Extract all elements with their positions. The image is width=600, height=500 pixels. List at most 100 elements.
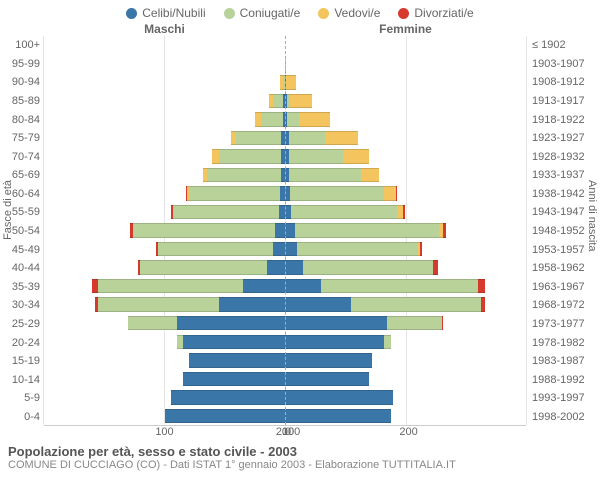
segment-vedovi: [325, 131, 359, 145]
segment-vedovi: [290, 94, 312, 108]
age-label: 10-14: [0, 370, 40, 389]
segment-celibi: [285, 409, 391, 423]
bar-row-male: [44, 203, 285, 222]
birth-label: 1923-1927: [532, 129, 600, 148]
birth-label: 1973-1977: [532, 315, 600, 334]
legend-item-vedovi: Vedovi/e: [318, 6, 380, 20]
segment-coniugati: [273, 94, 283, 108]
age-label: 75-79: [0, 129, 40, 148]
male-half: [44, 36, 285, 425]
birth-label: 1998-2002: [532, 408, 600, 427]
birth-label: 1918-1922: [532, 110, 600, 129]
segment-celibi: [285, 279, 321, 293]
bar-row-male: [44, 55, 285, 74]
female-half: [285, 36, 526, 425]
segment-coniugati: [351, 297, 481, 311]
segment-celibi: [171, 390, 285, 404]
age-label: 80-84: [0, 110, 40, 129]
birth-label: ≤ 1902: [532, 36, 600, 55]
segment-coniugati: [387, 316, 441, 330]
age-label: 30-34: [0, 296, 40, 315]
segment-celibi: [285, 353, 372, 367]
legend-item-divorziati: Divorziati/e: [398, 6, 473, 20]
bar-row-female: [285, 258, 526, 277]
segment-coniugati: [98, 297, 219, 311]
bar-row-male: [44, 166, 285, 185]
y-axis-right-title: Anni di nascita: [586, 180, 598, 252]
segment-vedovi: [299, 112, 329, 126]
caption-title: Popolazione per età, sesso e stato civil…: [8, 444, 592, 459]
birth-label: 1908-1912: [532, 73, 600, 92]
column-headers: Maschi Femmine: [0, 22, 600, 36]
age-label: 20-24: [0, 333, 40, 352]
bar-row-male: [44, 147, 285, 166]
age-label: 45-49: [0, 240, 40, 259]
legend-label: Coniugati/e: [240, 6, 301, 20]
legend-label: Divorziati/e: [414, 6, 473, 20]
divorziati-swatch: [398, 8, 409, 19]
bar-row-male: [44, 221, 285, 240]
legend-item-coniugati: Coniugati/e: [224, 6, 301, 20]
birth-label: 1978-1982: [532, 333, 600, 352]
birth-label: 1968-1972: [532, 296, 600, 315]
bar-row-female: [285, 407, 526, 426]
bar-row-male: [44, 184, 285, 203]
x-tick: 200: [409, 426, 526, 438]
x-tick: 100: [44, 426, 165, 438]
center-line: [285, 36, 286, 425]
bar-row-male: [44, 129, 285, 148]
bar-row-female: [285, 277, 526, 296]
age-label: 40-44: [0, 259, 40, 278]
birth-label: 1913-1917: [532, 92, 600, 111]
segment-divorziati: [420, 242, 422, 256]
segment-coniugati: [173, 205, 279, 219]
bar-row-female: [285, 240, 526, 259]
segment-coniugati: [384, 335, 391, 349]
bar-row-male: [44, 295, 285, 314]
segment-divorziati: [443, 223, 447, 237]
celibi-swatch: [126, 8, 137, 19]
gridline: [526, 36, 527, 425]
segment-celibi: [285, 260, 303, 274]
legend-label: Vedovi/e: [334, 6, 380, 20]
x-tick: 100: [291, 426, 408, 438]
bar-row-female: [285, 147, 526, 166]
y-axis-left-title: Fasce di età: [2, 180, 14, 240]
header-female: Femmine: [285, 22, 526, 36]
segment-coniugati: [290, 186, 384, 200]
birth-label: 1988-1992: [532, 370, 600, 389]
segment-vedovi: [212, 149, 219, 163]
segment-divorziati: [403, 205, 405, 219]
segment-celibi: [275, 223, 285, 237]
segment-celibi: [285, 297, 351, 311]
segment-coniugati: [289, 131, 325, 145]
age-label: 15-19: [0, 352, 40, 371]
segment-divorziati: [396, 186, 397, 200]
segment-celibi: [285, 335, 384, 349]
segment-coniugati: [297, 242, 418, 256]
bar-row-male: [44, 36, 285, 55]
segment-coniugati: [140, 260, 267, 274]
segment-coniugati: [219, 149, 282, 163]
bar-row-male: [44, 73, 285, 92]
bar-row-male: [44, 314, 285, 333]
segment-celibi: [285, 316, 387, 330]
segment-divorziati: [442, 316, 443, 330]
age-label: 70-74: [0, 147, 40, 166]
segment-coniugati: [321, 279, 478, 293]
bar-row-female: [285, 36, 526, 55]
segment-celibi: [243, 279, 285, 293]
age-label: 0-4: [0, 408, 40, 427]
segment-coniugati: [261, 112, 283, 126]
segment-celibi: [273, 242, 285, 256]
segment-divorziati: [478, 279, 485, 293]
bar-row-male: [44, 388, 285, 407]
bar-row-female: [285, 388, 526, 407]
segment-celibi: [285, 372, 369, 386]
segment-vedovi: [384, 186, 396, 200]
birth-label: 1993-1997: [532, 389, 600, 408]
x-tick: 200: [165, 426, 286, 438]
bar-row-female: [285, 73, 526, 92]
bar-row-male: [44, 92, 285, 111]
bar-row-female: [285, 295, 526, 314]
